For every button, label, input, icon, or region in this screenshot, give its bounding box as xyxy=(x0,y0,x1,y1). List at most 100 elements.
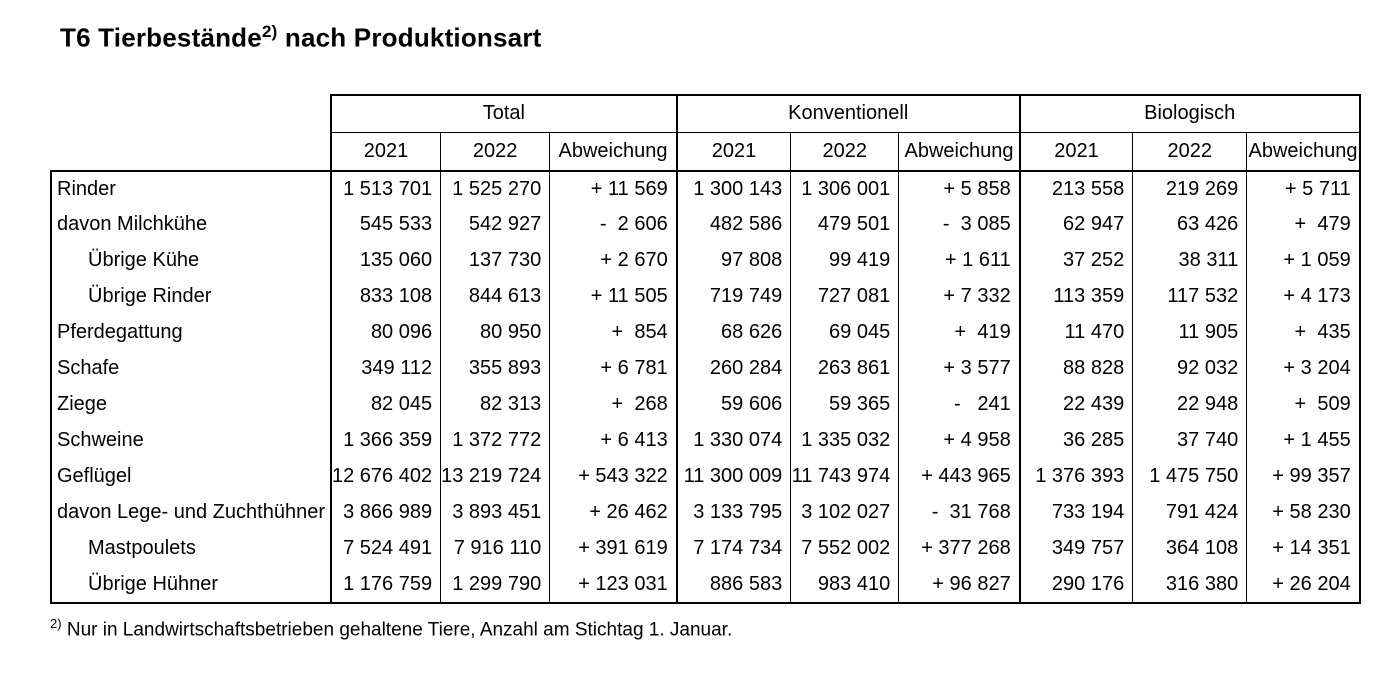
value-cell: 80 950 xyxy=(440,314,551,351)
value-cell: 1 376 393 xyxy=(1018,458,1134,495)
value-cell: 1 306 001 xyxy=(790,169,900,207)
value-cell: 1 176 759 xyxy=(330,566,442,604)
row-label: Geflügel xyxy=(50,458,332,495)
title-text: T6 Tierbestände xyxy=(60,22,262,53)
row-label: Ziege xyxy=(50,386,332,423)
row-label: Rinder xyxy=(50,169,332,207)
value-cell: 59 606 xyxy=(675,386,792,423)
value-cell: 1 300 143 xyxy=(675,169,792,207)
deviation-cell: + 3 204 xyxy=(1246,350,1361,387)
value-cell: 260 284 xyxy=(675,350,792,387)
value-cell: 349 112 xyxy=(330,350,442,387)
header-total-2022: 2022 xyxy=(440,132,551,172)
table-row: Rinder 1 513 701 1 525 270 + 11 569 1 300 14… xyxy=(50,169,1361,207)
value-cell: 59 365 xyxy=(790,386,900,423)
deviation-cell: + 1 455 xyxy=(1246,422,1361,459)
corner-spacer xyxy=(51,95,331,171)
deviation-cell: - 31 768 xyxy=(898,494,1021,531)
value-cell: 22 948 xyxy=(1132,386,1248,423)
row-label: Pferdegattung xyxy=(50,314,332,351)
deviation-cell: + 435 xyxy=(1246,314,1361,351)
deviation-cell: + 123 031 xyxy=(549,566,678,604)
row-label: Übrige Hühner xyxy=(50,566,332,604)
value-cell: 482 586 xyxy=(675,206,792,243)
value-cell: 219 269 xyxy=(1132,169,1248,207)
value-cell: 727 081 xyxy=(790,278,900,315)
deviation-cell: - 3 085 xyxy=(898,206,1021,243)
table-title: T6 Tierbestände2) nach Produktionsart xyxy=(60,22,1400,54)
table-body: Rinder 1 513 701 1 525 270 + 11 569 1 300 14… xyxy=(50,169,1361,604)
value-cell: 364 108 xyxy=(1132,530,1248,567)
row-label: Übrige Rinder xyxy=(50,278,332,315)
table-row: Übrige Hühner 1 176 759 1 299 790 + 123 031… xyxy=(50,566,1361,604)
deviation-cell: + 268 xyxy=(549,386,678,423)
value-cell: 1 366 359 xyxy=(330,422,442,459)
table-row: davon Milchkühe 545 533 542 927- 2 606 482 … xyxy=(50,206,1361,243)
footnote-marker: 2) xyxy=(50,615,62,631)
value-cell: 3 102 027 xyxy=(790,494,900,531)
value-cell: 983 410 xyxy=(790,566,900,604)
value-cell: 36 285 xyxy=(1018,422,1134,459)
row-label: davon Lege- und Zuchthühner xyxy=(50,494,332,531)
value-cell: 719 749 xyxy=(675,278,792,315)
value-cell: 11 470 xyxy=(1018,314,1134,351)
row-label: Schweine xyxy=(50,422,332,459)
group-header-biologisch: Biologisch xyxy=(1018,93,1361,134)
value-cell: 68 626 xyxy=(675,314,792,351)
deviation-cell: - 2 606 xyxy=(549,206,678,243)
value-cell: 97 808 xyxy=(675,242,792,279)
value-cell: 844 613 xyxy=(440,278,551,315)
deviation-cell: + 58 230 xyxy=(1246,494,1361,531)
value-cell: 37 740 xyxy=(1132,422,1248,459)
value-cell: 1 330 074 xyxy=(675,422,792,459)
deviation-cell: + 96 827 xyxy=(898,566,1021,604)
value-cell: 12 676 402 xyxy=(330,458,442,495)
value-cell: 11 300 009 xyxy=(675,458,792,495)
value-cell: 69 045 xyxy=(790,314,900,351)
value-cell: 316 380 xyxy=(1132,566,1248,604)
value-cell: 3 866 989 xyxy=(330,494,442,531)
value-cell: 82 313 xyxy=(440,386,551,423)
value-cell: 82 045 xyxy=(330,386,442,423)
row-label: davon Milchkühe xyxy=(50,206,332,243)
value-cell: 545 533 xyxy=(330,206,442,243)
value-cell: 1 299 790 xyxy=(440,566,551,604)
value-cell: 7 524 491 xyxy=(330,530,442,567)
value-cell: 22 439 xyxy=(1018,386,1134,423)
deviation-cell: + 26 462 xyxy=(549,494,678,531)
deviation-cell: + 99 357 xyxy=(1246,458,1361,495)
deviation-cell: + 5 858 xyxy=(898,169,1021,207)
title-suffix: nach Produktionsart xyxy=(277,22,542,53)
value-cell: 355 893 xyxy=(440,350,551,387)
value-cell: 1 372 772 xyxy=(440,422,551,459)
table-row: Schweine 1 366 359 1 372 772 + 6 413 1 330 0… xyxy=(50,422,1361,459)
value-cell: 791 424 xyxy=(1132,494,1248,531)
value-cell: 11 743 974 xyxy=(790,458,900,495)
value-cell: 137 730 xyxy=(440,242,551,279)
value-cell: 92 032 xyxy=(1132,350,1248,387)
value-cell: 11 905 xyxy=(1132,314,1248,351)
header-konv-2021: 2021 xyxy=(675,132,792,172)
deviation-cell: + 6 781 xyxy=(549,350,678,387)
header-konv-2022: 2022 xyxy=(790,132,900,172)
value-cell: 213 558 xyxy=(1018,169,1134,207)
deviation-cell: + 1 059 xyxy=(1246,242,1361,279)
header-total-2021: 2021 xyxy=(330,132,442,172)
deviation-cell: + 391 619 xyxy=(549,530,678,567)
value-cell: 290 176 xyxy=(1018,566,1134,604)
row-label: Mastpoulets xyxy=(50,530,332,567)
row-label: Übrige Kühe xyxy=(50,242,332,279)
table-row: Ziege 82 045 82 313 + 268 59 606 59 365- 241 2… xyxy=(50,386,1361,423)
title-footnote-marker: 2) xyxy=(261,22,278,41)
value-cell: 3 893 451 xyxy=(440,494,551,531)
deviation-cell: + 26 204 xyxy=(1246,566,1361,604)
deviation-cell: + 479 xyxy=(1246,206,1361,243)
value-cell: 37 252 xyxy=(1018,242,1134,279)
value-cell: 1 513 701 xyxy=(330,169,442,207)
group-header-row: Total Konventionell Biologisch xyxy=(51,93,1361,134)
value-cell: 263 861 xyxy=(790,350,900,387)
value-cell: 886 583 xyxy=(675,566,792,604)
deviation-cell: + 5 711 xyxy=(1246,169,1361,207)
row-label: Schafe xyxy=(50,350,332,387)
value-cell: 117 532 xyxy=(1132,278,1248,315)
